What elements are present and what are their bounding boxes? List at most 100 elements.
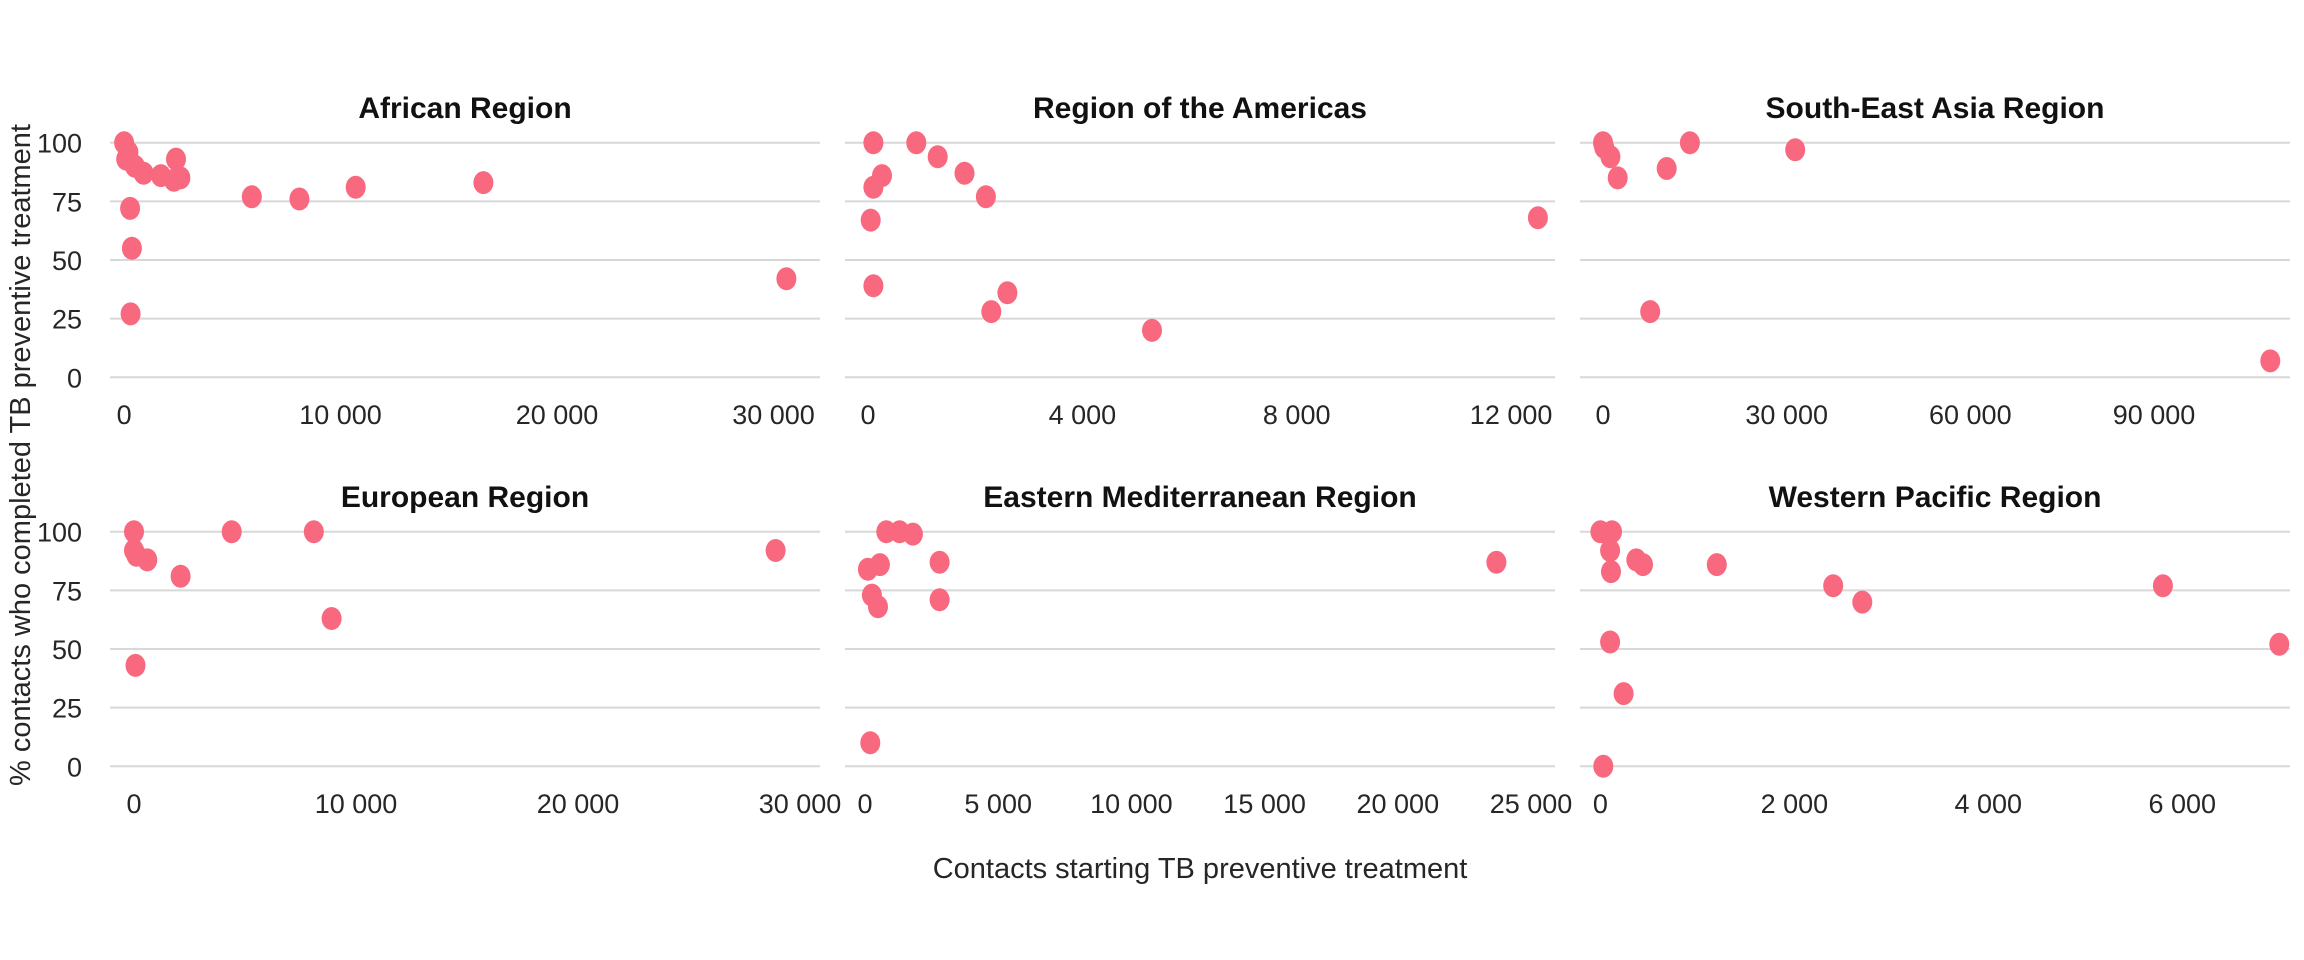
x-tick-label: 8 000 — [1263, 400, 1331, 430]
y-tick-label: 25 — [52, 694, 82, 724]
panel-european-region: 0 25 50 75 100 0 10 000 20 000 30 000 European Re… — [37, 481, 841, 819]
data-point — [473, 171, 494, 195]
x-tick-label: 20 000 — [516, 400, 599, 430]
panel-title: Eastern Mediterranean Region — [983, 481, 1416, 514]
data-point — [241, 185, 262, 209]
data-point — [2260, 349, 2281, 373]
panel-title: European Region — [341, 481, 589, 514]
y-tick-label: 0 — [67, 752, 82, 782]
x-tick-label: 30 000 — [759, 789, 842, 819]
data-point — [906, 131, 927, 155]
data-point — [1679, 131, 1700, 155]
panel-region-of-the-americas: 0 4 000 8 000 12 000 Region of the Americas — [845, 92, 1555, 430]
data-point — [345, 175, 366, 199]
data-point — [1142, 318, 1162, 342]
x-tick-label: 0 — [1595, 400, 1610, 430]
data-point — [860, 731, 881, 755]
data-point — [170, 564, 191, 588]
y-tick-label: 100 — [37, 518, 82, 548]
data-point — [765, 539, 786, 562]
data-point — [166, 147, 186, 171]
x-tick-label: 20 000 — [1357, 789, 1440, 819]
data-point — [863, 175, 884, 199]
y-tick-label: 75 — [52, 187, 82, 217]
panel-title: South-East Asia Region — [1766, 92, 2105, 125]
y-tick-label: 100 — [37, 129, 82, 159]
x-tick-label: 0 — [117, 400, 132, 430]
x-tick-label: 4 000 — [1955, 789, 2023, 819]
y-tick-label: 0 — [67, 363, 82, 393]
data-point — [1656, 157, 1677, 180]
data-point — [1593, 754, 1614, 778]
data-point — [1600, 539, 1621, 562]
panel-eastern-mediterranean-region: 0 5 000 10 000 15 000 20 000 25 000 Eastern Me… — [845, 481, 1572, 819]
data-point — [120, 196, 141, 220]
x-tick-label: 6 000 — [2149, 789, 2217, 819]
data-point — [2152, 574, 2173, 598]
data-point — [1600, 630, 1621, 654]
y-tick-label: 50 — [52, 635, 82, 665]
x-tick-label: 0 — [1593, 789, 1608, 819]
data-point — [929, 588, 950, 612]
x-tick-label: 12 000 — [1470, 400, 1553, 430]
data-point — [1600, 145, 1621, 169]
data-point — [2269, 632, 2290, 656]
data-point — [120, 302, 141, 326]
data-point — [221, 520, 242, 544]
data-point — [124, 520, 144, 544]
x-tick-label: 15 000 — [1223, 789, 1306, 819]
panels-root: 0 25 50 75 100 0 10 000 20 000 30 000 African Reg… — [37, 92, 2290, 819]
data-point — [1527, 206, 1548, 230]
x-axis-label: Contacts starting TB preventive treatmen… — [933, 853, 1468, 885]
x-tick-label: 10 000 — [315, 789, 398, 819]
data-point — [1640, 300, 1661, 324]
data-point — [125, 653, 146, 677]
x-tick-label: 5 000 — [964, 789, 1032, 819]
data-point — [954, 161, 975, 185]
data-point — [1706, 553, 1727, 577]
data-point — [1823, 574, 1844, 598]
x-tick-label: 4 000 — [1049, 400, 1117, 430]
data-point — [1613, 682, 1634, 706]
data-point — [1607, 166, 1628, 190]
data-point — [1633, 553, 1653, 577]
data-point — [133, 161, 154, 185]
data-point — [863, 274, 884, 298]
x-tick-label: 0 — [126, 789, 141, 819]
y-tick-label: 75 — [52, 576, 82, 606]
panel-african-region: 0 25 50 75 100 0 10 000 20 000 30 000 African Reg… — [37, 92, 820, 430]
x-tick-label: 90 000 — [2113, 400, 2196, 430]
x-tick-label: 30 000 — [732, 400, 815, 430]
data-point — [137, 548, 158, 572]
data-point — [1486, 550, 1507, 574]
data-point — [975, 185, 996, 209]
x-tick-label: 0 — [857, 789, 872, 819]
x-tick-label: 0 — [860, 400, 875, 430]
data-point — [289, 187, 310, 211]
panel-western-pacific-region: 0 2 000 4 000 6 000 Western Pacific Region — [1580, 481, 2290, 819]
x-tick-label: 60 000 — [1929, 400, 2012, 430]
x-tick-label: 2 000 — [1761, 789, 1829, 819]
data-point — [997, 281, 1018, 305]
data-point — [929, 550, 950, 574]
data-point — [121, 236, 142, 260]
data-point — [860, 208, 881, 232]
panel-title: African Region — [358, 92, 571, 125]
data-point — [869, 553, 890, 577]
data-point — [902, 522, 923, 546]
data-point — [321, 607, 342, 630]
data-point — [303, 520, 324, 544]
y-axis-label: % contacts who completed TB preventive t… — [5, 124, 37, 786]
panel-south-east-asia-region: 0 30 000 60 000 90 000 South-East Asia Regio… — [1580, 92, 2290, 430]
data-point — [1785, 138, 1806, 162]
x-tick-label: 30 000 — [1745, 400, 1828, 430]
data-point — [863, 131, 884, 155]
y-tick-label: 25 — [52, 305, 82, 335]
data-point — [1852, 590, 1873, 614]
data-point — [1602, 520, 1622, 544]
data-point — [1601, 560, 1621, 584]
data-point — [170, 166, 191, 190]
x-tick-label: 25 000 — [1490, 789, 1573, 819]
